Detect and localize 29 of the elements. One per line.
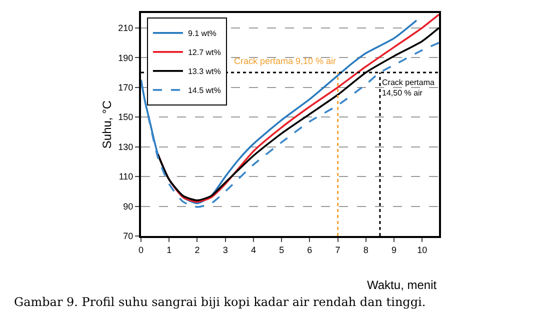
x-tick-label: 8 [363, 244, 368, 255]
y-tick-label: 170 [118, 82, 134, 92]
legend-label: 12.7 wt% [188, 48, 221, 58]
y-tick-label: 210 [118, 23, 134, 34]
x-tick-label: 4 [250, 244, 256, 255]
x-tick-label: 0 [138, 244, 144, 255]
y-axis-title: Suhu, °C [100, 100, 114, 149]
x-tick-label: 2 [194, 244, 200, 255]
y-tick-label: 150 [118, 112, 134, 122]
text: Gambar 9. Profil suhu sangrai biji kopi kadar air rendah dan tinggi. [14, 295, 426, 309]
legend-label: 14.5 wt% [188, 86, 221, 96]
y-tick-label: 190 [118, 52, 134, 63]
x-tick-label: 3 [222, 244, 228, 255]
x-axis-title: Waktu, menit [367, 278, 438, 292]
line-series [141, 42, 439, 208]
x-tick-label: 7 [335, 244, 340, 255]
x-tick-label: 5 [279, 244, 284, 255]
x-tick-label: 6 [307, 244, 312, 255]
ref-line-label: Crack pertama 9,10 % air [234, 56, 336, 66]
legend-label: 9.1 wt% [188, 29, 216, 38]
y-tick-label: 70 [123, 231, 134, 242]
x-tick-label: 10 [417, 244, 428, 255]
ref-line-label: Crack pertama 14,50 % air [382, 78, 436, 98]
y-tick-label: 110 [118, 172, 134, 182]
y-tick-label: 90 [123, 201, 134, 212]
x-tick-label: 1 [166, 244, 172, 255]
x-tick-label: 9 [392, 244, 397, 255]
legend-label: 13.3 wt% [188, 67, 221, 76]
y-tick-label: 130 [118, 142, 134, 152]
